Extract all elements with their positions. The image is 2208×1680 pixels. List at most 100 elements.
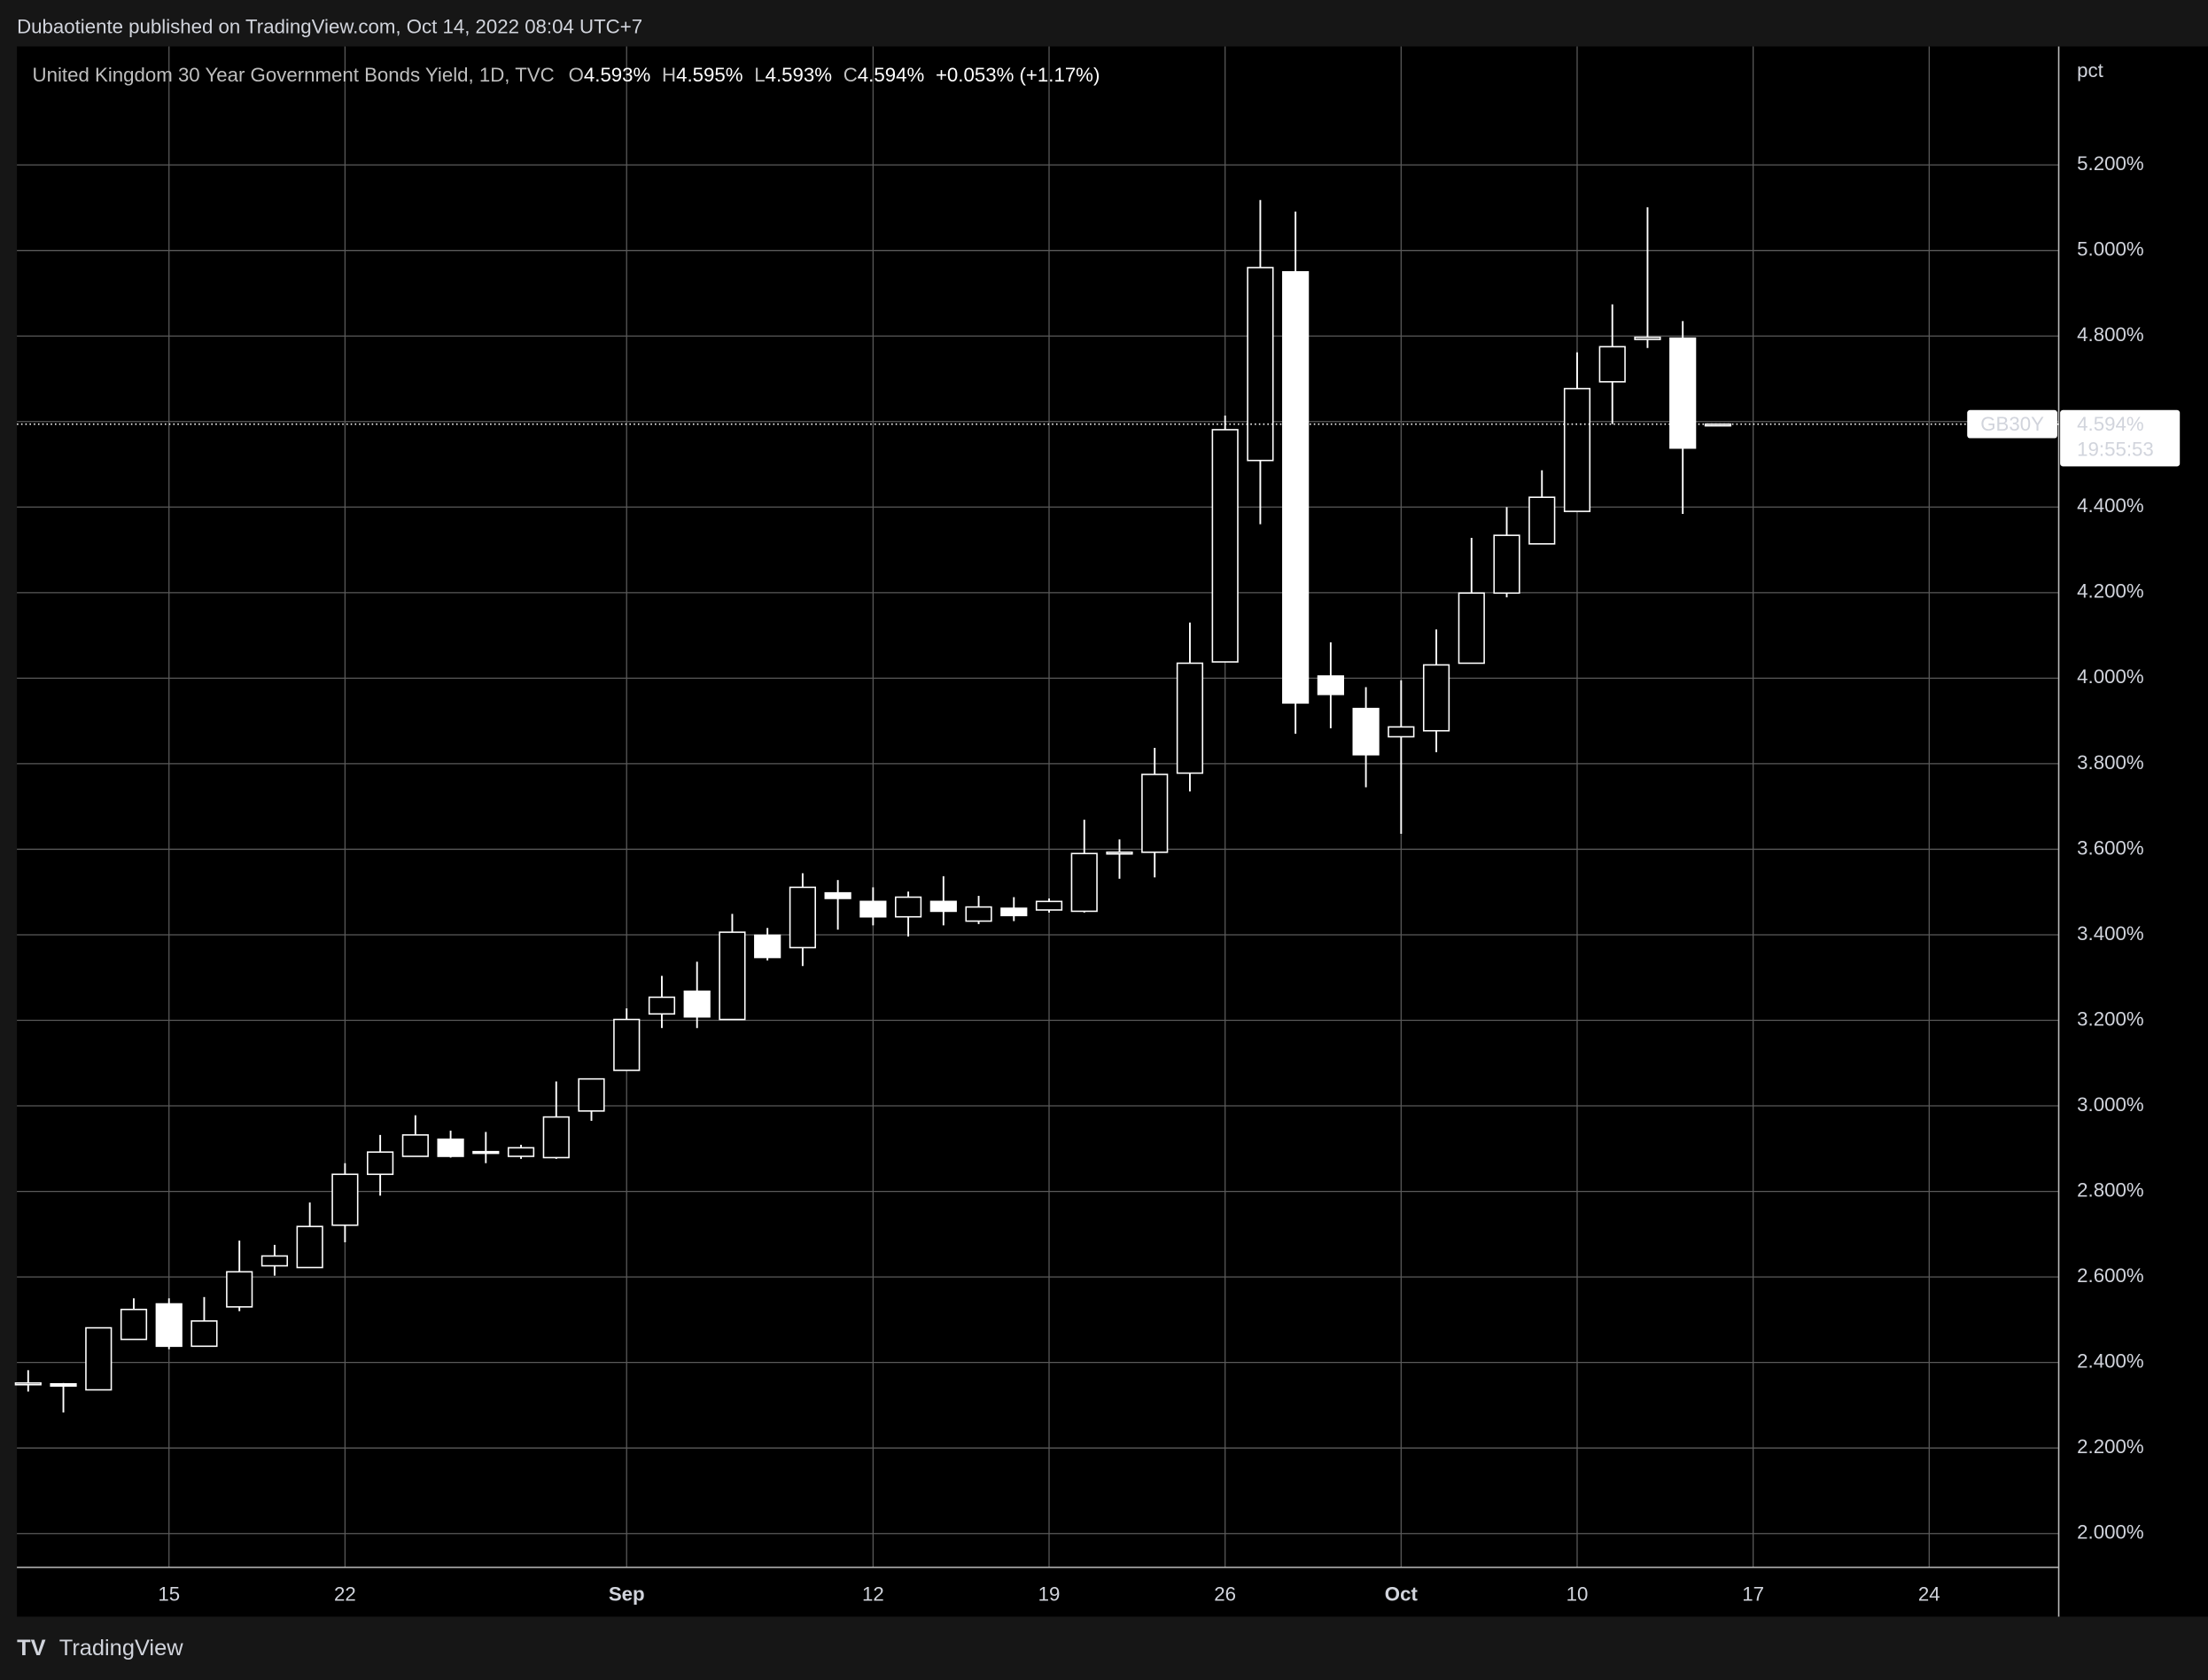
publisher: Dubaotiente published on TradingView.com…: [17, 16, 642, 38]
x-tick-label: 22: [334, 1583, 356, 1606]
candle-body: [965, 906, 992, 922]
candle-body: [1211, 429, 1239, 663]
candle-body: [1422, 664, 1450, 732]
candle-body: [260, 1255, 289, 1267]
y-tick-label: 3.600%: [2077, 836, 2143, 859]
candle-body: [542, 1116, 570, 1159]
plot-area: [17, 46, 2059, 1567]
candle-body: [401, 1134, 429, 1157]
y-tick-label: 4.400%: [2077, 494, 2143, 517]
candle-body: [1141, 774, 1169, 853]
candle-body: [50, 1382, 77, 1387]
candle-body: [1247, 267, 1274, 462]
y-tick-label: 2.400%: [2077, 1350, 2143, 1373]
candles: [14, 199, 1732, 1413]
y-tick-label: 3.800%: [2077, 751, 2143, 774]
y-tick-label: 3.000%: [2077, 1093, 2143, 1116]
y-tick-label: 3.400%: [2077, 922, 2143, 945]
candle-body: [929, 900, 957, 913]
candle-body: [719, 931, 746, 1021]
price-scale: [2058, 46, 2208, 1617]
ohlc-value: 4.594%: [858, 64, 924, 86]
chart-title: United Kingdom 30 Year Government Bonds …: [33, 64, 555, 86]
candle-body: [1317, 675, 1344, 696]
candle-body: [226, 1271, 253, 1308]
candle-body: [14, 1382, 42, 1386]
chart-header: United Kingdom 30 Year Government Bonds …: [33, 64, 1100, 86]
candle-body: [648, 996, 676, 1015]
candle-body: [437, 1138, 464, 1157]
y-tick-label: 5.000%: [2077, 238, 2143, 261]
candle-body: [1563, 387, 1591, 512]
candle-body: [1598, 346, 1626, 383]
y-tick-label: 5.200%: [2077, 152, 2143, 175]
candle-body: [1388, 726, 1415, 738]
ohlc-key: L: [754, 64, 765, 86]
candle-body: [1493, 534, 1520, 595]
ohlc-value: 4.595%: [676, 64, 742, 86]
candle-body: [120, 1309, 148, 1341]
time-scale: [17, 1567, 2059, 1617]
candle-body: [1000, 907, 1028, 917]
price-tag-text: 4.594%: [2077, 413, 2143, 435]
y-tick-label: 4.000%: [2077, 665, 2143, 688]
y-tick-label: 2.000%: [2077, 1521, 2143, 1544]
candle-body: [85, 1326, 113, 1391]
candle-body: [1458, 592, 1485, 665]
candle-body: [1035, 900, 1063, 911]
brand: TradingView: [59, 1636, 183, 1661]
candle-body: [296, 1225, 323, 1269]
x-tick-label: 10: [1567, 1583, 1589, 1606]
ohlc-key: C: [844, 64, 858, 86]
candle-body: [894, 896, 922, 918]
candle-body: [1634, 336, 1661, 340]
price-tag: [2060, 409, 2181, 467]
y-tick-label: 2.800%: [2077, 1178, 2143, 1201]
candle-body: [331, 1173, 359, 1226]
candle-body: [859, 900, 887, 918]
grid: 2.000% 2.200% 2.400% 2.600% 2.800% 3.000% 3.20…: [17, 46, 2144, 1606]
candle-body: [190, 1320, 218, 1348]
candle-body: [578, 1077, 605, 1112]
candle-body: [613, 1018, 641, 1071]
change: +0.053% (+1.17%): [936, 64, 1100, 86]
y-tick-label: 4.800%: [2077, 323, 2143, 346]
candle-body: [367, 1151, 394, 1176]
x-tick-label: 19: [1038, 1583, 1061, 1606]
candle-body: [155, 1303, 183, 1348]
candle-body: [1352, 707, 1380, 756]
x-tick-label: 24: [1918, 1583, 1940, 1606]
y-tick-label: 3.200%: [2077, 1007, 2143, 1030]
x-tick-label: Sep: [609, 1583, 645, 1606]
ohlc-key: O: [569, 64, 584, 86]
candle-body: [1070, 852, 1098, 913]
last-price: GB30Y 4.594% 19:55:53: [17, 409, 2181, 467]
x-tick-label: Oct: [1385, 1583, 1419, 1606]
candle-body: [1669, 337, 1697, 449]
candle-body: [789, 886, 816, 949]
y-tick-label: 4.200%: [2077, 580, 2143, 603]
x-tick-label: 12: [862, 1583, 884, 1606]
x-tick-label: 26: [1214, 1583, 1236, 1606]
x-tick-label: 15: [158, 1583, 180, 1606]
symbol-tag-text: GB30Y: [1980, 413, 2044, 435]
y-tick-label: 2.600%: [2077, 1264, 2143, 1287]
x-tick-label: 17: [1742, 1583, 1764, 1606]
symbol-tag: [1967, 409, 2057, 439]
y-tick-label: 2.200%: [2077, 1435, 2143, 1458]
candle-body: [754, 934, 781, 959]
candle-body: [683, 990, 711, 1018]
candle-body: [1176, 662, 1204, 774]
ohlc-key: H: [662, 64, 676, 86]
candle-body: [507, 1147, 535, 1157]
candle-body: [472, 1150, 500, 1155]
ohlc-value: 4.593%: [766, 64, 832, 86]
countdown-text: 19:55:53: [2077, 439, 2154, 461]
candle-body: [1282, 271, 1310, 704]
candle-body: [1528, 496, 1556, 545]
y-axis-label: pct: [2077, 59, 2103, 82]
brand-mark: TV: [17, 1636, 46, 1661]
ohlc-value: 4.593%: [584, 64, 650, 86]
